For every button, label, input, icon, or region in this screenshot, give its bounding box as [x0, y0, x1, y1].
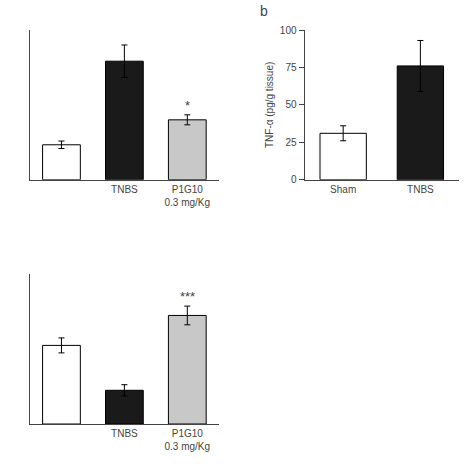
svg-text:TNBS: TNBS — [111, 184, 138, 195]
svg-text:P1G100.3 mg/Kg: P1G100.3 mg/Kg — [165, 428, 211, 452]
svg-text:0: 0 — [291, 174, 297, 185]
svg-text:TNF-α (pg/g tissue): TNF-α (pg/g tissue) — [264, 62, 275, 148]
svg-text:***: *** — [180, 289, 195, 304]
svg-text:Sham: Sham — [330, 184, 356, 195]
svg-text:50: 50 — [285, 99, 297, 110]
svg-text:b: b — [260, 3, 268, 19]
svg-text:TNBS: TNBS — [111, 428, 138, 439]
svg-text:P1G100.3 mg/Kg: P1G100.3 mg/Kg — [165, 184, 211, 208]
svg-text:100: 100 — [280, 25, 297, 36]
svg-text:*: * — [185, 98, 190, 113]
svg-text:TNBS: TNBS — [407, 184, 434, 195]
svg-text:75: 75 — [285, 62, 297, 73]
svg-text:25: 25 — [285, 137, 297, 148]
